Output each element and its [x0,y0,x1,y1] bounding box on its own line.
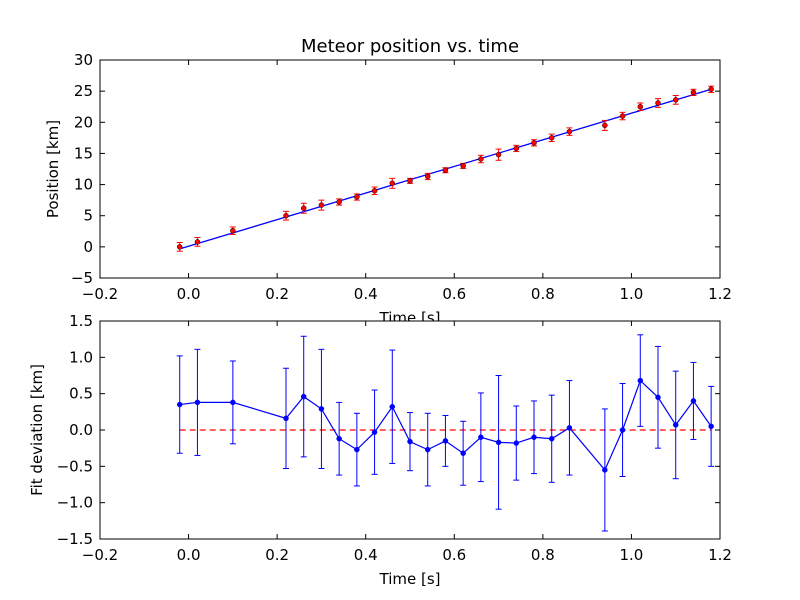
data-point [460,450,466,457]
data-point [690,398,697,404]
data-point [389,403,396,410]
data-point [708,86,714,93]
position-ticks: −0.2 0.0 0.2 0.4 0.6 0.8 1.0 1.2 −5 0 5 10 15 20 25 30 [71,51,732,303]
deviation-marks [176,334,715,532]
y-tick-label: 20 [74,113,93,131]
y-tick-label: −0.5 [57,457,93,475]
data-point [566,128,573,135]
data-point [371,188,378,194]
x-tick-label: 0.0 [177,285,201,303]
deviation-plot: −0.2 0.0 0.2 0.4 0.6 0.8 1.0 1.2 −1.5 −1.0 −0.5 0.0… [28,312,732,588]
x-tick-label: 0.2 [265,546,289,564]
data-point [708,423,714,430]
data-point [442,438,449,444]
data-point [371,429,378,435]
position-plot: Meteor position vs. time −0.2 0.0 0.2 0.4 0.… [44,36,732,327]
y-tick-label: 0.0 [69,421,93,439]
y-tick-label: 1.0 [69,348,93,366]
x-tick-label: 0.2 [265,285,289,303]
data-point [318,202,325,208]
data-point [194,239,201,245]
data-point [637,377,644,384]
data-point [389,180,396,187]
data-point [548,135,555,141]
data-point [230,227,236,234]
data-point [230,399,236,406]
data-point [655,100,661,106]
x-tick-label: −0.2 [82,546,118,564]
plot-frame [99,320,721,540]
data-point [424,173,431,180]
x-tick-label: 0.8 [531,285,555,303]
y-tick-label: 0 [83,238,93,256]
data-point [495,151,502,158]
chart-title: Meteor position vs. time [301,36,519,57]
y-tick-label: −1.0 [57,494,93,512]
y-axis-label: Position [km] [44,120,62,218]
data-point [548,435,555,442]
data-point [283,212,289,219]
y-tick-label: −5 [71,269,93,287]
data-point [495,439,502,446]
x-tick-label: 1.0 [619,285,643,303]
x-tick-label: 1.0 [619,546,643,564]
data-point [300,205,307,211]
y-tick-label: 30 [74,51,93,69]
data-point [407,438,413,445]
data-point [478,156,484,162]
x-tick-label: 0.4 [354,546,378,564]
data-point [478,434,484,441]
data-point [407,178,413,184]
data-point [300,393,307,400]
data-point [283,415,289,422]
data-point [690,89,697,96]
x-tick-label: 0.4 [354,285,378,303]
data-point [354,446,360,453]
x-tick-label: 0.0 [177,546,201,564]
y-tick-label: 0.5 [69,385,93,403]
data-point [655,394,661,401]
deviation-ticks: −0.2 0.0 0.2 0.4 0.6 0.8 1.0 1.2 −1.5 −1.0 −0.5 0.0… [57,312,732,564]
data-point [318,406,325,412]
data-point [442,167,449,173]
data-point [176,401,183,408]
data-point [566,425,573,431]
data-point [336,435,342,442]
x-axis-label: Time [s] [379,570,441,588]
data-point [602,122,608,129]
plot-frame [99,59,721,279]
data-point [672,97,679,103]
x-tick-label: 1.2 [708,285,732,303]
y-tick-label: 10 [74,176,93,194]
y-tick-label: 15 [74,144,93,162]
x-tick-label: −0.2 [82,285,118,303]
data-point [354,194,360,200]
x-tick-label: 0.6 [442,546,466,564]
y-axis-label: Fit deviation [km] [28,364,46,496]
x-tick-label: 1.2 [708,546,732,564]
x-tick-label: 0.8 [531,546,555,564]
data-point [531,140,537,146]
data-point [194,399,201,406]
data-point [176,244,183,250]
data-point [531,434,537,441]
x-tick-label: 0.6 [442,285,466,303]
y-tick-label: 5 [83,207,93,225]
y-tick-label: −1.5 [57,530,93,548]
data-point [637,103,644,110]
data-point [513,440,520,446]
data-point [424,446,431,453]
y-tick-label: 1.5 [69,312,93,330]
position-marks [176,85,715,252]
data-point [672,422,679,428]
y-tick-label: 25 [74,82,93,100]
data-point [513,145,520,152]
data-point [602,467,608,473]
data-point [336,199,342,205]
data-point [619,427,626,433]
data-point [619,113,626,119]
data-point [460,163,466,169]
